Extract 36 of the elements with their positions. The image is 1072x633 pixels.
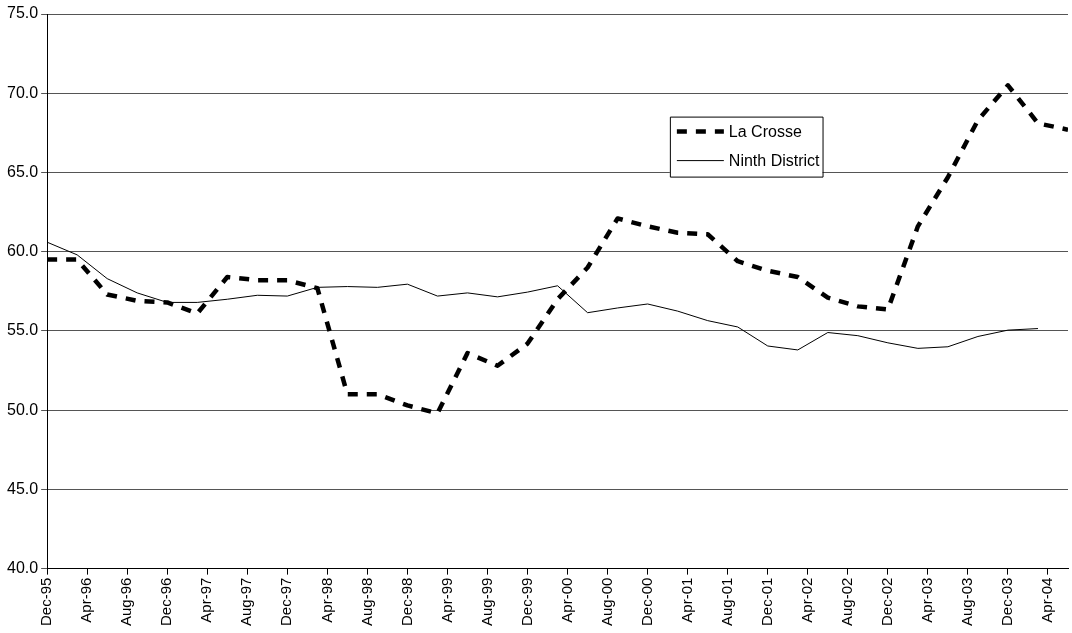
- x-tick-label: Dec-01: [757, 577, 775, 626]
- x-tick-label: Aug-96: [117, 577, 135, 627]
- x-tick-label: Aug-00: [597, 577, 615, 627]
- x-tick-label: Dec-02: [877, 577, 895, 626]
- x-tick-label: Apr-04: [1038, 577, 1056, 623]
- y-tick-label: 55.0: [7, 321, 39, 339]
- x-tick-label: Aug-98: [357, 577, 375, 627]
- x-tick-label: Apr-01: [677, 577, 695, 623]
- x-tick-label: Dec-96: [157, 577, 175, 626]
- y-tick-label: 60.0: [7, 242, 39, 260]
- x-tick-label: Apr-00: [557, 577, 575, 623]
- y-tick-label: 45.0: [7, 479, 39, 497]
- x-tick-label: Aug-02: [837, 577, 855, 627]
- x-tick-label: Aug-01: [717, 577, 735, 627]
- y-tick-label: 40.0: [7, 559, 39, 577]
- x-tick-label: Apr-02: [797, 577, 815, 623]
- legend-label: La Crosse: [728, 123, 802, 141]
- x-tick-label: Dec-99: [517, 577, 535, 626]
- x-tick-label: Dec-00: [637, 577, 655, 626]
- x-tick-label: Dec-98: [397, 577, 415, 626]
- legend-label: Ninth District: [728, 152, 821, 170]
- x-tick-label: Apr-97: [197, 577, 215, 623]
- x-tick-label: Aug-03: [958, 577, 976, 627]
- x-tick-label: Aug-99: [477, 577, 495, 627]
- x-tick-label: Dec-03: [998, 577, 1016, 626]
- y-tick-label: 50.0: [7, 400, 39, 418]
- x-tick-label: Apr-96: [77, 577, 95, 623]
- x-tick-label: Dec-95: [37, 577, 55, 626]
- x-tick-label: Apr-03: [918, 577, 936, 623]
- x-tick-label: Apr-98: [317, 577, 335, 623]
- y-tick-label: 70.0: [7, 83, 39, 101]
- y-tick-label: 65.0: [7, 162, 39, 180]
- x-tick-label: Dec-97: [277, 577, 295, 626]
- x-tick-label: Aug-97: [237, 577, 255, 627]
- x-tick-label: Apr-99: [437, 577, 455, 623]
- y-tick-label: 75.0: [7, 4, 39, 22]
